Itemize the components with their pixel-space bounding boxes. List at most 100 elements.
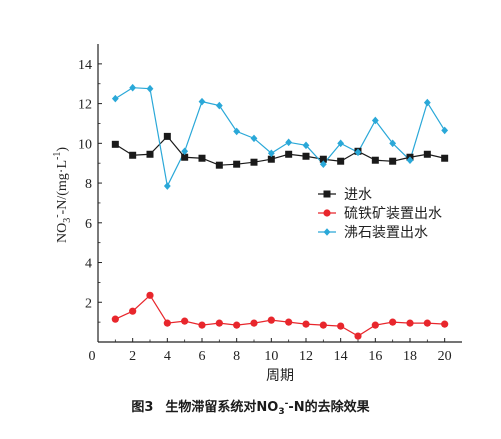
data-point-series-2 <box>406 319 414 327</box>
data-point-series-1 <box>389 157 397 165</box>
data-point-series-3 <box>406 156 414 165</box>
data-point-series-1 <box>337 157 345 165</box>
data-point-series-3 <box>198 97 206 106</box>
caption-figure-number: 图3 <box>131 400 154 415</box>
data-point-series-3 <box>181 147 189 156</box>
y-axis-title-superscript: - <box>52 214 63 217</box>
figure-caption: 图3 生物滞留系统对NO3--N的去除效果 <box>0 396 501 417</box>
data-point-series-2 <box>302 320 310 328</box>
data-point-series-2 <box>198 321 206 329</box>
data-point-series-3 <box>423 98 431 107</box>
x-tick-label: 8 <box>233 349 240 364</box>
data-point-series-3 <box>285 138 293 147</box>
y-axis-title-unit: -N/(mg·L <box>55 160 70 214</box>
y-axis-ticks: 2 4 6 8 10 12 14 <box>78 58 102 323</box>
data-point-series-1 <box>285 150 293 158</box>
y-axis-title-unit-exponent: -1 <box>52 152 63 160</box>
data-point-series-2 <box>181 317 189 325</box>
legend-marker <box>323 209 331 217</box>
x-tick-label: 2 <box>129 349 136 364</box>
caption-text: 生物滞留系统对NO <box>165 400 279 415</box>
data-point-series-1 <box>319 155 327 163</box>
y-axis-title-prefix: NO <box>55 223 70 243</box>
data-point-series-1 <box>163 132 171 140</box>
x-axis-title: 周期 <box>266 368 294 384</box>
data-point-series-2 <box>319 321 327 329</box>
data-point-series-2 <box>371 321 379 329</box>
y-tick-label: 2 <box>85 296 92 311</box>
series-markers <box>111 83 449 340</box>
x-tick-label: 0 <box>89 349 96 364</box>
data-point-series-3 <box>302 141 310 150</box>
data-point-series-1 <box>267 155 275 163</box>
data-point-series-3 <box>163 182 171 190</box>
data-point-series-2 <box>285 318 293 326</box>
data-point-series-3 <box>129 83 137 92</box>
data-point-series-2 <box>441 320 449 328</box>
legend-label: 进水 <box>344 187 372 203</box>
caption-text-end: -N的去除效果 <box>288 400 370 415</box>
data-point-series-3 <box>267 149 275 158</box>
series-line-3 <box>115 87 446 188</box>
x-tick-label: 20 <box>438 349 452 364</box>
y-tick-label: 14 <box>78 58 92 73</box>
data-point-series-3 <box>319 160 327 168</box>
x-tick-label: 12 <box>299 349 313 364</box>
x-tick-label: 6 <box>199 349 206 364</box>
data-point-series-1 <box>441 154 449 162</box>
data-point-series-1 <box>233 160 241 168</box>
y-tick-label: 6 <box>85 217 92 232</box>
data-point-series-2 <box>337 322 345 330</box>
legend-label: 沸石装置出水 <box>344 225 428 241</box>
x-tick-label: 14 <box>334 349 348 364</box>
x-axis-ticks: 0 2 4 6 8 10 12 14 16 18 20 <box>89 338 452 364</box>
data-point-series-2 <box>250 319 258 327</box>
data-point-series-1 <box>129 151 137 159</box>
data-point-series-3 <box>354 148 362 157</box>
data-point-series-1 <box>198 154 206 162</box>
line-chart: 2 4 6 8 10 12 14 0 2 4 6 8 10 12 14 16 18 20 进水硫铁矿装置出水沸石… <box>52 44 462 384</box>
data-point-series-3 <box>441 126 449 135</box>
data-point-series-1 <box>215 161 223 169</box>
y-tick-label: 10 <box>78 137 92 152</box>
data-point-series-2 <box>267 316 275 324</box>
y-tick-label: 12 <box>78 98 92 113</box>
data-point-series-3 <box>146 84 154 93</box>
data-point-series-1 <box>181 153 189 161</box>
data-point-series-2 <box>146 291 154 299</box>
data-point-series-3 <box>233 127 241 136</box>
y-axis-title-close: ) <box>55 147 70 152</box>
data-point-series-3 <box>215 101 223 110</box>
data-point-series-3 <box>111 94 119 103</box>
y-tick-label: 4 <box>85 257 92 272</box>
y-axis-title: NO3--N/(mg·L-1) <box>52 147 73 243</box>
legend-marker <box>323 190 331 198</box>
data-point-series-2 <box>215 319 223 327</box>
legend-marker <box>323 228 331 236</box>
data-point-series-2 <box>233 321 241 329</box>
data-point-series-1 <box>111 140 119 148</box>
data-point-series-2 <box>389 318 397 326</box>
data-point-series-1 <box>423 150 431 158</box>
data-point-series-1 <box>371 156 379 164</box>
x-tick-label: 10 <box>264 349 278 364</box>
data-point-series-3 <box>389 139 397 148</box>
x-tick-label: 18 <box>403 349 417 364</box>
data-point-series-1 <box>146 150 154 158</box>
data-point-series-3 <box>250 134 258 143</box>
y-tick-label: 8 <box>85 177 92 192</box>
data-point-series-2 <box>354 332 362 340</box>
data-point-series-3 <box>371 116 379 125</box>
caption-subscript: 3 <box>278 407 285 417</box>
data-point-series-1 <box>302 152 310 160</box>
data-point-series-2 <box>111 315 119 323</box>
x-tick-label: 4 <box>164 349 171 364</box>
data-point-series-2 <box>163 319 171 327</box>
data-point-series-1 <box>250 158 258 166</box>
caption-superscript: - <box>284 399 289 409</box>
legend-label: 硫铁矿装置出水 <box>344 206 442 222</box>
x-tick-label: 16 <box>368 349 382 364</box>
y-axis-title-subscript: 3 <box>62 218 73 223</box>
